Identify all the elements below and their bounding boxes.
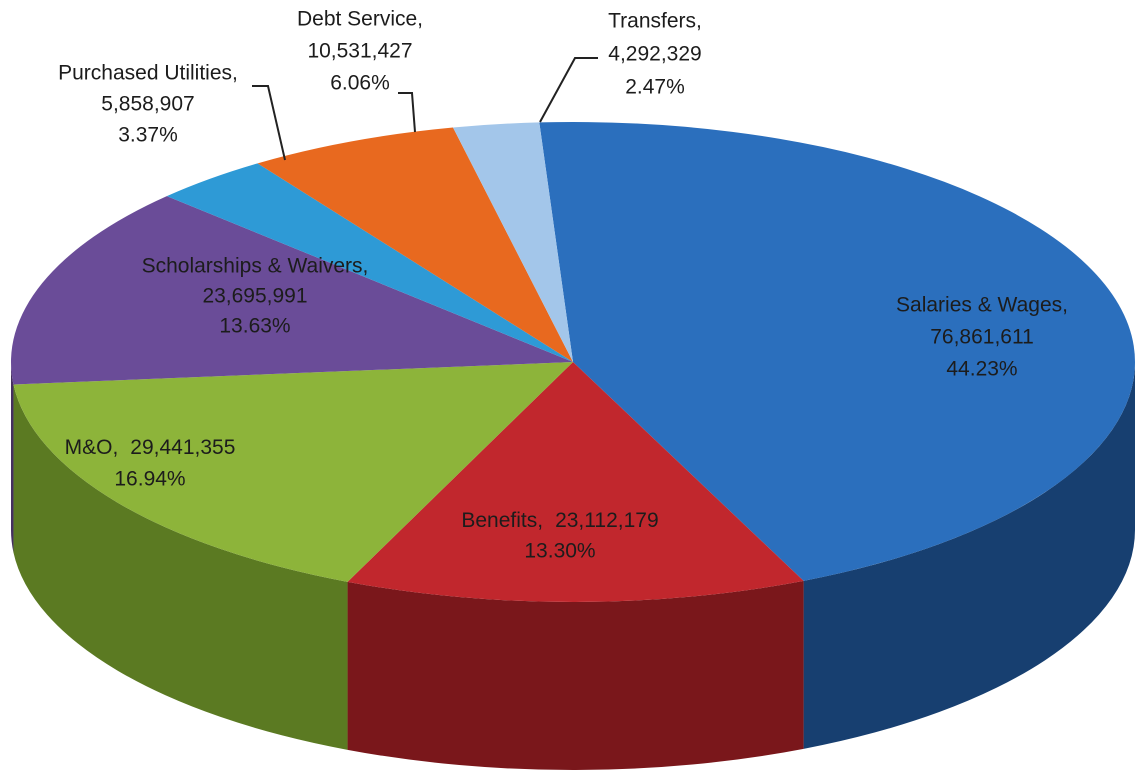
category-label: Salaries & Wages, bbox=[896, 294, 1068, 317]
pie-slice-side bbox=[11, 362, 14, 553]
value-label: 4,292,329 bbox=[608, 43, 701, 66]
pie-sides bbox=[11, 362, 1135, 770]
pie-slice-side bbox=[347, 580, 804, 770]
percent-label: 16.94% bbox=[114, 468, 185, 491]
percent-label: 44.23% bbox=[946, 358, 1017, 381]
pie-slice bbox=[347, 362, 804, 603]
value-label: 23,112,179 bbox=[555, 509, 659, 532]
pie-slice bbox=[452, 122, 573, 362]
pie-slice bbox=[257, 127, 573, 362]
leader-line bbox=[398, 92, 416, 133]
pie-tops bbox=[11, 121, 1136, 603]
percent-label: 13.63% bbox=[219, 315, 290, 338]
percent-label: 13.30% bbox=[524, 540, 595, 563]
value-label: 29,441,355 bbox=[130, 436, 235, 459]
data-label: M&O, 29,441,355 bbox=[65, 436, 236, 459]
percent-label: 2.47% bbox=[625, 76, 685, 99]
percent-label: 3.37% bbox=[118, 124, 178, 147]
category-label: M&O, bbox=[65, 436, 119, 459]
category-label: Benefits, bbox=[461, 509, 543, 532]
leader-line bbox=[539, 57, 598, 123]
data-labels: Salaries & Wages, 76,861,611 44.23% Benefit… bbox=[58, 8, 1068, 563]
pie-slice bbox=[13, 362, 573, 582]
percent-label: 6.06% bbox=[330, 72, 390, 95]
value-label: 10,531,427 bbox=[307, 40, 412, 63]
value-label: 23,695,991 bbox=[202, 285, 307, 308]
pie-slice bbox=[166, 163, 574, 362]
pie-slice-side bbox=[803, 362, 1135, 749]
pie-slice bbox=[11, 196, 574, 385]
pie-slice-side bbox=[13, 384, 348, 750]
data-label: Benefits, 23,112,179 bbox=[461, 509, 658, 532]
category-label: Debt Service, bbox=[297, 8, 423, 31]
category-label: Transfers, bbox=[608, 10, 702, 33]
value-label: 5,858,907 bbox=[101, 93, 194, 116]
category-label: Scholarships & Waivers, bbox=[142, 255, 369, 278]
value-label: 76,861,611 bbox=[930, 326, 1034, 349]
leader-lines bbox=[252, 57, 598, 161]
category-label: Purchased Utilities, bbox=[58, 62, 238, 85]
pie-slice bbox=[539, 121, 1136, 581]
leader-line bbox=[252, 85, 286, 161]
